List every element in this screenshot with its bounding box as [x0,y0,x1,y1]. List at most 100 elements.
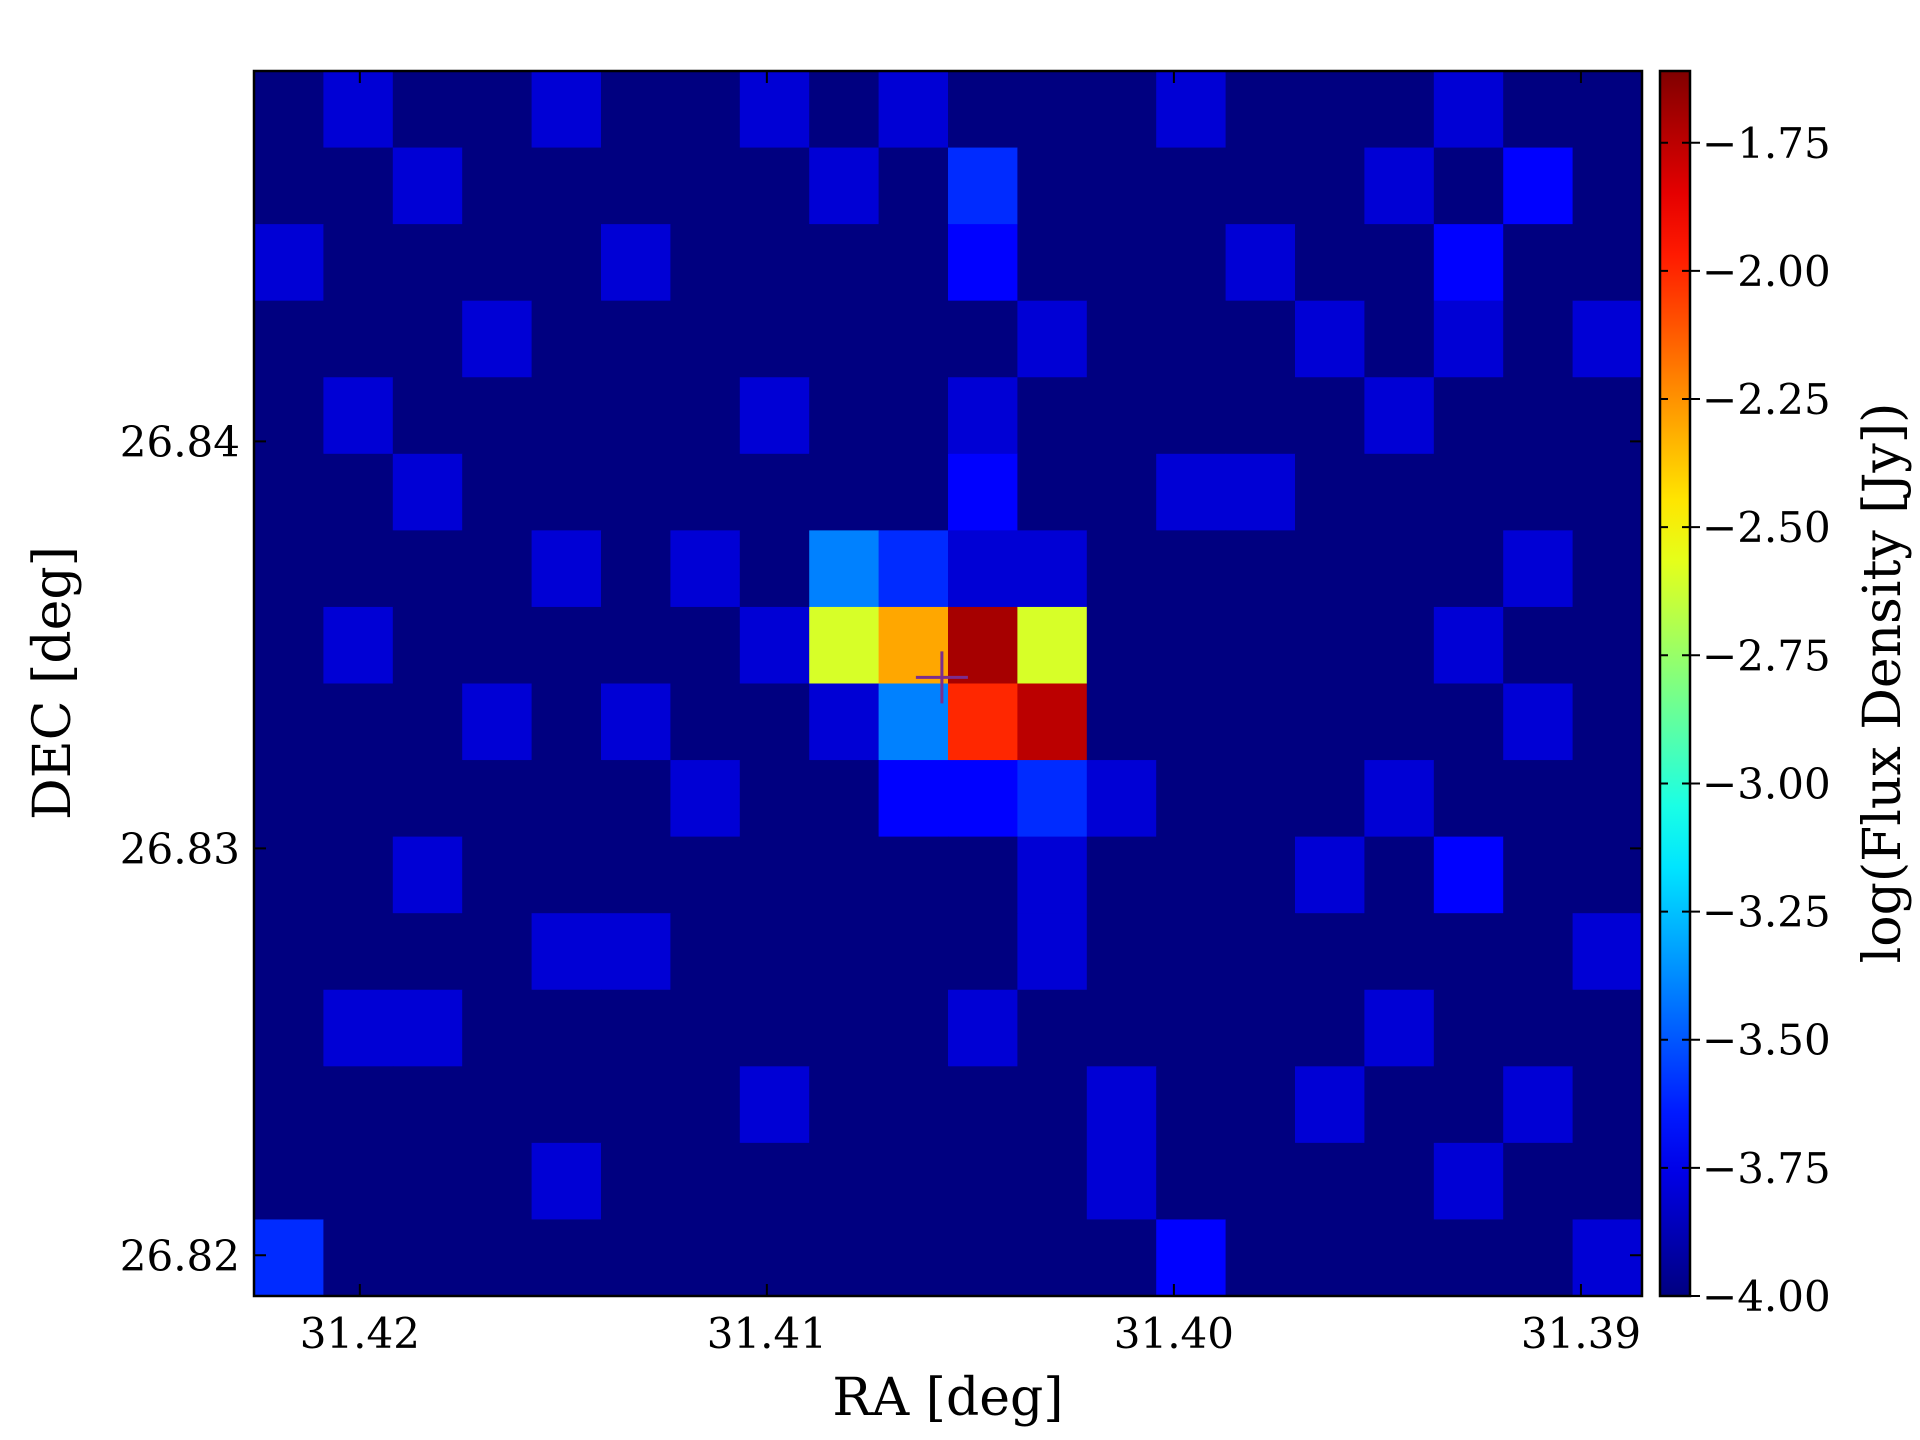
heatmap-cell [1503,377,1574,455]
heatmap-cell [1295,453,1365,531]
heatmap-cell [254,147,324,225]
colorbar-tick-label: −2.25 [1702,375,1831,424]
heatmap-cell [1156,1219,1227,1297]
heatmap-cell [462,913,533,991]
heatmap-cell [1225,147,1296,225]
heatmap-cell [1572,1142,1643,1221]
heatmap-cell [1503,989,1574,1067]
heatmap-cell [809,1142,880,1221]
heatmap-cell [323,913,394,991]
y-tick-label: 26.84 [120,417,240,466]
heatmap-cell [1017,71,1088,149]
colorbar-tick-label: −3.75 [1702,1144,1831,1193]
heatmap-cell [1156,1066,1227,1144]
heatmap-cell [462,989,533,1067]
heatmap-cell [601,147,671,225]
heatmap-cell [739,1066,810,1144]
heatmap-cell [1156,1142,1227,1221]
heatmap-cell [1225,683,1296,761]
heatmap-cell [601,989,671,1067]
heatmap-cell [878,1219,949,1297]
heatmap-cell [739,836,810,914]
heatmap-cell [254,1142,324,1221]
heatmap-cell [601,913,671,991]
heatmap-cell [1017,377,1088,455]
heatmap-cell [392,71,463,149]
heatmap-cell [809,913,880,991]
heatmap-cell [1086,453,1157,531]
heatmap-cell [1503,71,1574,149]
heatmap-cell [1364,71,1435,149]
colorbar-label: log(Flux Density [Jy]) [1853,403,1913,964]
heatmap-cell [1433,683,1504,761]
heatmap-cell [531,300,602,378]
heatmap-cell [1433,989,1504,1067]
heatmap-cell [1364,147,1435,225]
heatmap-cell [323,606,394,685]
heatmap-cell [1572,1219,1643,1297]
heatmap-cell [392,913,463,991]
heatmap-cell [1086,1142,1157,1221]
heatmap-cell [670,377,741,455]
heatmap-cell [1433,530,1504,608]
heatmap-cell [670,1219,741,1297]
heatmap-cell [323,453,394,531]
heatmap-cell [1017,836,1088,914]
heatmap-cell [323,683,394,761]
heatmap-cell [1225,377,1296,455]
heatmap-cell [462,760,533,838]
heatmap-cell [1295,683,1365,761]
heatmap-cell [1572,913,1643,991]
x-tick-label: 31.39 [1521,1309,1641,1358]
heatmap-cell [1295,836,1365,914]
heatmap-cell [878,453,949,531]
heatmap-cell [1225,836,1296,914]
heatmap-cell [878,224,949,302]
heatmap-cell [601,224,671,302]
heatmap-cell [601,71,671,149]
heatmap-cell [1364,1142,1435,1221]
heatmap-cell [1364,530,1435,608]
heatmap-cell [392,453,463,531]
heatmap-cell [809,683,880,761]
heatmap-cell [462,300,533,378]
heatmap-cell [392,224,463,302]
heatmap-cell [948,606,1018,685]
heatmap-cell [739,300,810,378]
heatmap-cell [739,606,810,685]
heatmap-cell [948,300,1018,378]
heatmap-cell [1433,760,1504,838]
heatmap-cell [809,760,880,838]
heatmap-cell [878,147,949,225]
colorbar-tick-label: −3.50 [1702,1016,1831,1065]
heatmap-cell [1156,760,1227,838]
heatmap-cell [948,989,1018,1067]
heatmap-cell [1156,71,1227,149]
heatmap-cell [1295,71,1365,149]
heatmap-cell [462,683,533,761]
heatmap-cell [392,377,463,455]
heatmap-cell [1225,453,1296,531]
heatmap-cell [1364,836,1435,914]
heatmap-cell [1503,836,1574,914]
heatmap-cell [948,836,1018,914]
heatmap-cell [1295,913,1365,991]
heatmap-cell [531,760,602,838]
heatmap-cell [392,1066,463,1144]
heatmap-cell [531,1066,602,1144]
heatmap-cell [1086,300,1157,378]
heatmap-cell [1572,224,1643,302]
heatmap-cell [601,530,671,608]
heatmap-cell [1086,1219,1157,1297]
heatmap-cell [1225,989,1296,1067]
heatmap-cell [462,1066,533,1144]
heatmap-cell [1503,606,1574,685]
heatmap-cell [1017,989,1088,1067]
heatmap-cell [1017,453,1088,531]
heatmap-cell [1364,1066,1435,1144]
heatmap-cell [948,1219,1018,1297]
colorbar-tick-label: −2.50 [1702,503,1831,552]
heatmap-cell [1572,453,1643,531]
heatmap-cell [1364,224,1435,302]
